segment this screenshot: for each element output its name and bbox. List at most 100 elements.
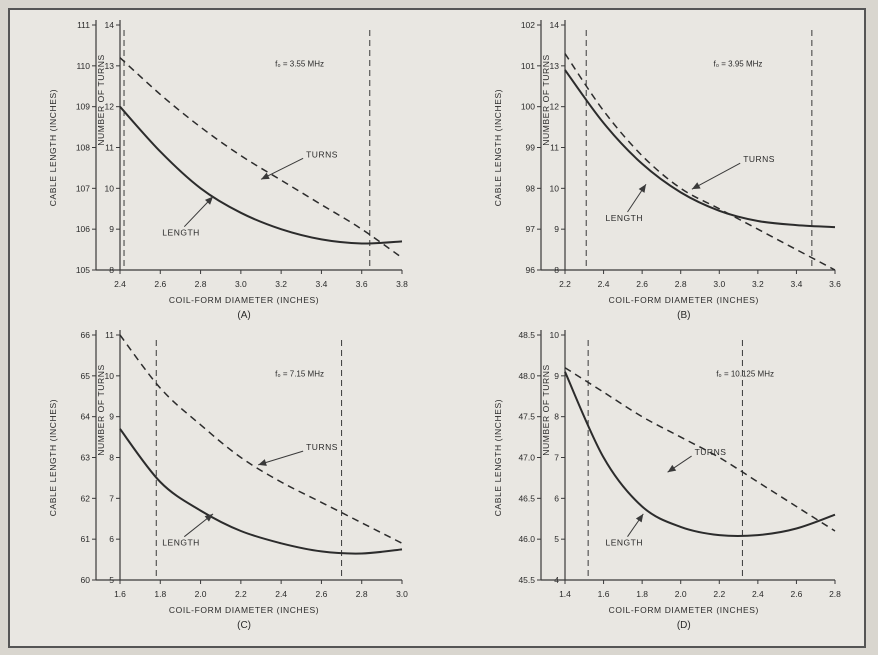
x-tick-label: 2.8 [675,279,687,289]
panel-c: 1.6 1.8 2.0 2.2 2.4 2.6 2.8 3.0 60 61 62 63 64 65 66 5 6… [48,330,408,631]
turns-tick-label: 9 [109,224,114,234]
length-tick-label: 46.0 [518,534,535,544]
turns-tick-label: 14 [550,20,560,30]
x-tick-label: 3.4 [316,279,328,289]
length-arrow-head [638,184,646,193]
length-tick-label: 45.5 [518,575,535,585]
length-tick-label: 62 [81,493,91,503]
turns-arrow-head [261,172,270,180]
turns-arrow [691,162,741,190]
length-curve [564,69,836,229]
cable-length-axis-label: CABLE LENGTH (INCHES) [48,399,58,516]
x-tick-label: 2.8 [195,279,207,289]
turns-tick-label: 10 [105,371,115,381]
length-curve-label: LENGTH [606,213,643,223]
turns-tick-label: 7 [109,493,114,503]
length-tick-label: 47.5 [518,412,535,422]
x-tick-label: 3.6 [356,279,368,289]
turns-arrow-head [691,182,701,190]
x-tick-label: 2.6 [636,279,648,289]
turns-tick-label: 11 [105,330,114,340]
length-tick-label: 48.0 [518,371,535,381]
turns-axis-label: NUMBER OF TURNS [96,364,106,456]
x-tick-label: 2.8 [356,589,368,599]
turns-arrow-head [667,464,677,473]
panel-label: (C) [237,620,251,631]
turns-tick-label: 10 [105,183,115,193]
turns-tick-label: 5 [109,575,114,585]
x-tick-label: 2.2 [235,589,247,599]
x-tick-label: 1.8 [636,589,648,599]
length-curve-label: LENGTH [162,228,199,238]
length-tick-label: 99 [526,143,536,153]
x-tick-label: 3.4 [791,279,803,289]
length-curve [119,106,403,245]
turns-tick-label: 9 [554,371,559,381]
turns-tick-label: 8 [554,265,559,275]
length-tick-label: 96 [526,265,536,275]
x-tick-label: 2.6 [154,279,166,289]
x-axis-label: COIL-FORM DIAMETER (INCHES) [609,295,759,305]
cable-length-axis-label: CABLE LENGTH (INCHES) [493,89,503,206]
frequency-annotation: f₀ = 7.15 MHz [275,370,324,379]
x-tick-label: 2.0 [195,589,207,599]
x-tick-label: 3.6 [829,279,841,289]
x-tick-label: 2.6 [316,589,328,599]
turns-tick-label: 8 [554,412,559,422]
x-tick-label: 3.2 [275,279,287,289]
figure-frame [8,8,866,648]
length-tick-label: 108 [76,143,90,153]
length-tick-label: 102 [521,20,535,30]
cable-length-axis-label: CABLE LENGTH (INCHES) [493,399,503,516]
length-tick-label: 64 [81,412,91,422]
length-arrow-head [205,196,214,205]
length-tick-label: 66 [81,330,91,340]
length-arrow-head [204,513,214,522]
x-tick-label: 2.6 [791,589,803,599]
length-tick-label: 63 [81,453,91,463]
turns-arrow-head [258,459,267,466]
turns-tick-label: 12 [105,102,115,112]
length-tick-label: 46.5 [518,493,535,503]
turns-tick-label: 7 [554,453,559,463]
x-tick-label: 2.8 [829,589,841,599]
panel-d: 1.4 1.6 1.8 2.0 2.2 2.4 2.6 2.8 45.5 46.0 46.5 47.0… [493,330,841,631]
x-tick-label: 3.2 [752,279,764,289]
turns-curve-label: TURNS [306,149,338,159]
length-tick-label: 106 [76,224,90,234]
turns-tick-label: 11 [550,143,559,153]
turns-tick-label: 12 [550,102,560,112]
x-tick-label: 3.0 [235,279,247,289]
turns-tick-label: 13 [105,61,115,71]
length-tick-label: 60 [81,575,91,585]
x-tick-label: 2.4 [275,589,287,599]
length-tick-label: 48.5 [518,330,535,340]
panel-label: (A) [237,310,250,321]
length-tick-label: 101 [521,61,535,71]
x-tick-label: 1.8 [154,589,166,599]
frequency-annotation: f₀ = 3.95 MHz [714,60,763,69]
turns-curve [119,334,403,544]
turns-axis-label: NUMBER OF TURNS [96,54,106,146]
turns-curve [564,53,836,271]
turns-curve-label: TURNS [695,447,727,457]
turns-tick-label: 8 [109,453,114,463]
turns-tick-label: 6 [554,493,559,503]
x-axis-label: COIL-FORM DIAMETER (INCHES) [169,605,319,615]
length-tick-label: 111 [77,20,90,30]
length-tick-label: 105 [76,265,90,275]
panel-label: (D) [677,620,691,631]
turns-tick-label: 10 [550,183,560,193]
turns-tick-label: 6 [109,534,114,544]
length-tick-label: 107 [76,183,90,193]
x-axis-label: COIL-FORM DIAMETER (INCHES) [609,605,759,615]
turns-curve-label: TURNS [306,442,338,452]
length-tick-label: 61 [81,534,91,544]
turns-tick-label: 13 [550,61,560,71]
x-tick-label: 2.2 [713,589,725,599]
x-tick-label: 1.6 [598,589,610,599]
length-tick-label: 65 [81,371,91,381]
length-curve [119,428,403,555]
length-tick-label: 47.0 [518,453,535,463]
